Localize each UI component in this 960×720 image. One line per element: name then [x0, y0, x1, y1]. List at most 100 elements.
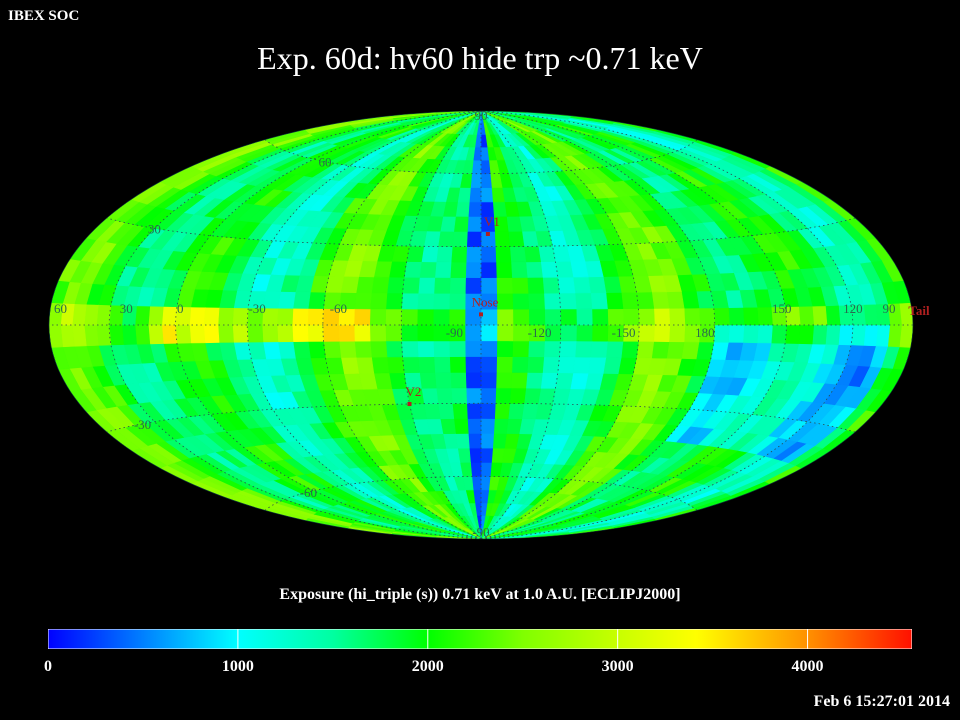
exposure-cell	[494, 246, 512, 263]
exposure-cell	[432, 308, 450, 326]
exposure-cell	[559, 340, 577, 358]
exposure-cell	[560, 324, 577, 342]
exposure-cell	[401, 340, 419, 358]
exposure-cell	[385, 308, 402, 326]
exposure-cell	[386, 276, 405, 294]
exposure-cell	[134, 324, 151, 345]
exposure-cell	[638, 324, 655, 342]
exposure-cell	[653, 324, 671, 343]
exposure-cell	[638, 308, 655, 326]
exposure-cell	[353, 308, 371, 326]
lat-label: -60	[300, 485, 317, 500]
colorbar-tick-label: 4000	[791, 658, 824, 675]
exposure-cell	[681, 341, 700, 360]
exposure-cell	[417, 292, 435, 310]
exposure-cell	[451, 231, 468, 247]
marker-v1[interactable]	[485, 232, 490, 236]
exposure-cell	[449, 261, 467, 278]
exposure-cell	[491, 187, 505, 203]
exposure-cell	[602, 356, 622, 375]
exposure-cell	[560, 308, 577, 326]
exposure-cell	[453, 216, 469, 232]
exposure-cell	[557, 276, 576, 294]
exposure-cell	[480, 475, 491, 491]
exposure-cell	[134, 305, 151, 326]
exposure-cell	[455, 433, 470, 449]
exposure-cell	[542, 276, 560, 294]
exposure-cell	[464, 324, 482, 342]
exposure-cell	[574, 340, 593, 358]
exposure-cell	[417, 356, 436, 373]
exposure-cell	[480, 462, 492, 477]
exposure-cell	[491, 447, 505, 463]
exposure-cell	[355, 276, 375, 294]
exposure-cell	[83, 324, 99, 347]
exposure-cell	[512, 340, 530, 358]
exposure-cell	[449, 372, 467, 389]
colorbar-tick-label: 3000	[601, 658, 634, 675]
exposure-cell	[636, 341, 655, 359]
lon-label: 120	[843, 301, 863, 316]
exposure-cell	[511, 277, 529, 294]
exposure-cell	[572, 276, 591, 294]
marker-nose[interactable]	[479, 312, 483, 317]
exposure-cell	[49, 324, 64, 348]
exposure-cell	[421, 245, 439, 263]
colorbar-caption: Exposure (hi_triple (s)) 0.71 keV at 1.0…	[279, 586, 681, 603]
exposure-cell	[713, 324, 730, 343]
exposure-cell	[542, 356, 560, 374]
lon-label: 180	[695, 325, 715, 340]
exposure-cell	[465, 261, 482, 279]
exposure-cell	[464, 340, 482, 357]
exposure-cell	[353, 324, 371, 342]
exposure-cell	[480, 489, 490, 504]
exposure-cell	[587, 276, 607, 294]
exposure-cell	[668, 324, 686, 343]
exposure-cell	[421, 387, 439, 405]
exposure-cell	[544, 308, 562, 326]
exposure-cell	[369, 308, 387, 326]
exposure-cell	[464, 356, 482, 373]
exposure-cell	[480, 277, 498, 294]
exposure-cell	[434, 372, 452, 389]
exposure-cell	[467, 433, 482, 449]
exposure-cell	[496, 277, 513, 294]
map-outline	[48, 110, 914, 540]
exposure-cell	[292, 291, 311, 309]
exposure-cell	[526, 277, 545, 294]
exposure-cell	[400, 324, 418, 342]
exposure-cell	[232, 307, 249, 326]
marker-v2[interactable]	[407, 402, 412, 406]
exposure-cell	[540, 372, 559, 389]
exposure-cell	[713, 307, 730, 326]
org-label: IBEX SOC	[8, 8, 80, 24]
exposure-cell	[557, 356, 576, 374]
exposure-cell	[825, 324, 841, 345]
exposure-cell	[683, 307, 701, 326]
exposure-cell	[863, 303, 879, 326]
exposure-cell	[605, 340, 624, 358]
exposure-cell	[369, 340, 388, 358]
exposure-cell	[666, 291, 685, 309]
exposure-cell	[369, 324, 387, 342]
exposure-cell	[620, 340, 639, 359]
exposure-cell	[96, 304, 112, 326]
exposure-cell	[465, 371, 482, 389]
exposure-cell	[509, 387, 527, 404]
exposure-cell	[453, 418, 469, 434]
exposure-cell	[480, 187, 494, 203]
exposure-cell	[437, 403, 455, 420]
exposure-cell	[575, 308, 593, 326]
exposure-cell	[277, 341, 296, 359]
exposure-cell	[419, 261, 437, 278]
exposure-cell	[419, 372, 437, 389]
exposure-cell	[605, 292, 624, 310]
marker-label-tail: Tail	[908, 303, 930, 318]
exposure-cell	[338, 340, 357, 358]
exposure-cell	[493, 418, 509, 434]
exposure-cell	[480, 324, 498, 342]
exposure-cell	[307, 324, 324, 342]
exposure-cell	[322, 324, 340, 342]
exposure-cell	[450, 246, 468, 263]
